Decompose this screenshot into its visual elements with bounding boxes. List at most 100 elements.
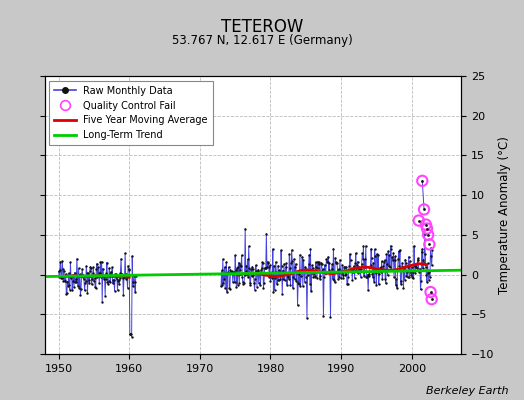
Point xyxy=(308,270,316,276)
Point xyxy=(314,259,323,266)
Point xyxy=(385,263,393,270)
Point xyxy=(283,272,292,279)
Point xyxy=(240,280,248,286)
Point xyxy=(366,263,374,270)
Point xyxy=(82,278,90,284)
Point xyxy=(403,274,412,280)
Point xyxy=(336,256,344,263)
Point xyxy=(89,264,97,270)
Point xyxy=(395,263,403,269)
Point xyxy=(422,272,431,278)
Point xyxy=(424,232,432,238)
Point xyxy=(261,265,269,271)
Point xyxy=(363,274,371,280)
Point xyxy=(105,265,114,271)
Point xyxy=(120,274,128,280)
Point xyxy=(372,270,380,276)
Point xyxy=(423,225,431,232)
Point xyxy=(257,265,266,271)
Point xyxy=(223,270,232,277)
Point xyxy=(336,268,345,274)
Point xyxy=(303,315,311,322)
Point xyxy=(121,250,129,256)
Point xyxy=(122,271,130,277)
Point xyxy=(132,273,140,280)
Point xyxy=(339,275,347,281)
Point xyxy=(66,259,74,266)
Point xyxy=(367,246,375,252)
Point xyxy=(245,243,253,250)
Point xyxy=(416,265,424,272)
Point xyxy=(241,225,249,232)
Point xyxy=(128,253,136,259)
Point xyxy=(378,276,387,282)
Point xyxy=(101,292,110,299)
Point xyxy=(245,264,254,271)
Point xyxy=(311,274,320,280)
Point xyxy=(65,282,73,288)
Point xyxy=(70,270,79,276)
Point xyxy=(321,270,330,276)
Point xyxy=(107,268,115,275)
Point xyxy=(365,273,374,279)
Point xyxy=(388,254,397,260)
Point xyxy=(97,258,106,265)
Point xyxy=(400,277,409,283)
Point xyxy=(302,266,310,272)
Point xyxy=(427,253,435,260)
Point xyxy=(260,280,268,286)
Text: 53.767 N, 12.617 E (Germany): 53.767 N, 12.617 E (Germany) xyxy=(172,34,352,47)
Point xyxy=(360,273,368,280)
Point xyxy=(74,283,82,290)
Point xyxy=(333,267,342,273)
Point xyxy=(396,278,405,284)
Point xyxy=(266,278,275,284)
Point xyxy=(110,277,118,284)
Point xyxy=(361,256,369,263)
Point xyxy=(95,280,103,286)
Point xyxy=(344,273,352,280)
Point xyxy=(423,279,431,285)
Point xyxy=(425,241,433,248)
Point xyxy=(268,269,277,275)
Point xyxy=(358,255,367,262)
Point xyxy=(275,277,283,283)
Point xyxy=(315,261,323,268)
Point xyxy=(350,263,358,269)
Point xyxy=(246,282,255,288)
Point xyxy=(381,280,390,286)
Point xyxy=(427,289,435,295)
Point xyxy=(326,314,335,320)
Point xyxy=(286,282,294,288)
Point xyxy=(103,259,111,266)
Point xyxy=(121,273,129,280)
Point xyxy=(98,298,106,305)
Point xyxy=(119,292,127,298)
Point xyxy=(299,283,307,290)
Point xyxy=(394,266,402,273)
Point xyxy=(256,282,265,289)
Point xyxy=(249,272,258,278)
Point xyxy=(225,284,234,291)
Point xyxy=(123,285,132,291)
Point xyxy=(313,258,322,265)
Point xyxy=(371,253,379,259)
Point xyxy=(328,266,336,272)
Point xyxy=(55,274,63,281)
Point xyxy=(100,276,108,283)
Point xyxy=(414,217,423,224)
Point xyxy=(128,283,137,290)
Point xyxy=(125,266,134,272)
Point xyxy=(73,256,81,262)
Point xyxy=(385,252,394,258)
Point xyxy=(276,269,284,275)
Point xyxy=(89,270,97,276)
Point xyxy=(420,259,428,266)
Point xyxy=(238,279,247,285)
Point xyxy=(278,263,286,269)
Point xyxy=(423,260,432,266)
Point xyxy=(264,260,272,267)
Point xyxy=(322,270,330,276)
Point xyxy=(414,268,423,274)
Point xyxy=(318,268,326,274)
